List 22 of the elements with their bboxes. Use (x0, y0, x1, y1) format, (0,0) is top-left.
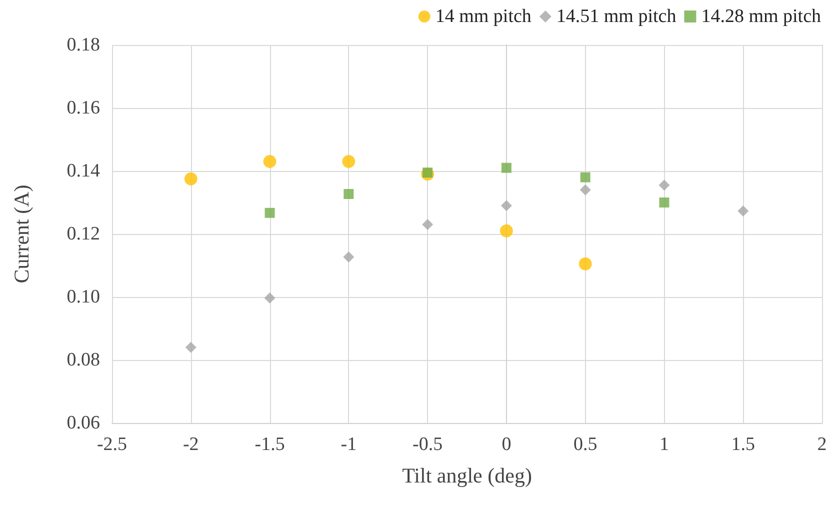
y-tick-label: 0.12 (66, 224, 100, 244)
x-tick-label: 2 (817, 434, 827, 455)
x-tick-label: 0 (502, 434, 512, 455)
x-axis-title: Tilt angle (deg) (402, 464, 532, 488)
x-tick-label: 1 (659, 434, 669, 455)
y-axis-title: Current (A) (10, 184, 34, 284)
legend-label: 14.51 mm pitch (556, 6, 677, 27)
legend-label: 14 mm pitch (435, 6, 532, 27)
y-tick-label: 0.18 (66, 34, 100, 56)
x-tick-label: -2.5 (96, 434, 128, 455)
x-tick-label: -0.5 (412, 434, 443, 455)
y-tick-label: 0.06 (66, 412, 100, 434)
legend-label: 14.28 mm pitch (701, 6, 822, 27)
y-tick-label: 0.08 (66, 350, 100, 370)
x-tick-label: -2 (182, 434, 199, 455)
x-tick-label: -1 (340, 434, 357, 455)
x-tick-label: 0.5 (573, 434, 598, 455)
y-tick-label: 0.10 (66, 286, 100, 308)
y-tick-label: 0.14 (66, 160, 100, 182)
y-tick-label: 0.16 (66, 98, 100, 118)
x-tick-label: 1.5 (731, 434, 755, 455)
x-tick-label: -1.5 (254, 434, 285, 455)
